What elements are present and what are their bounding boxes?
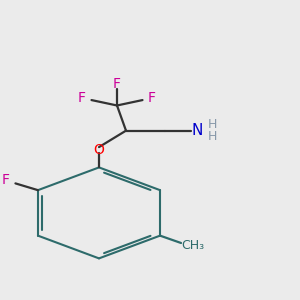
Text: F: F [2, 173, 10, 188]
Text: N: N [191, 123, 203, 138]
Text: O: O [94, 143, 104, 157]
Text: CH₃: CH₃ [181, 239, 204, 252]
Text: H: H [207, 118, 217, 131]
Text: F: F [113, 76, 121, 91]
Text: F: F [78, 91, 86, 105]
Text: F: F [148, 91, 156, 105]
Text: H: H [207, 130, 217, 143]
